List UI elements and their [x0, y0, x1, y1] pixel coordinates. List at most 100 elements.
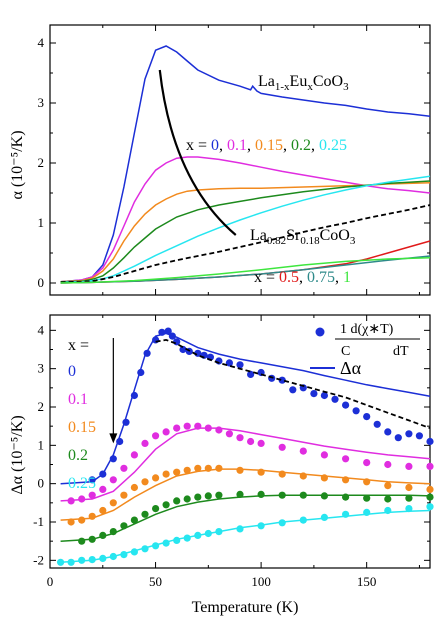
data-point — [342, 476, 350, 484]
data-point — [194, 422, 202, 430]
data-point — [299, 447, 307, 455]
data-point — [225, 430, 233, 438]
data-point — [88, 556, 96, 564]
data-point — [168, 332, 176, 340]
data-point — [320, 492, 328, 500]
data-point — [299, 516, 307, 524]
series-line — [60, 427, 431, 502]
data-point — [384, 482, 392, 490]
data-point — [162, 428, 170, 436]
data-point — [116, 437, 124, 446]
bottom-y-axis-label: Δα (10⁻⁵/K) — [9, 415, 26, 494]
legend-x-value: 0 — [68, 363, 76, 380]
data-point — [384, 428, 392, 436]
y-tick-label: 4 — [38, 35, 45, 50]
data-point — [67, 558, 75, 566]
data-point — [236, 466, 244, 474]
data-point — [109, 552, 117, 561]
top-y-axis-label: α (10⁻⁵/K) — [9, 130, 26, 199]
data-point — [173, 468, 181, 476]
y-tick-label: -2 — [33, 552, 44, 567]
data-point — [247, 437, 255, 446]
data-point — [320, 474, 328, 482]
x-tick-label: 0 — [47, 574, 54, 589]
data-point — [342, 493, 350, 501]
data-point — [130, 548, 138, 556]
data-point — [130, 483, 138, 492]
data-point — [194, 531, 202, 540]
top-lsco-label: La0.82Sr0.18CoO3 — [250, 227, 356, 247]
data-point — [122, 418, 130, 426]
bottom-legend-x: x = 0 0.1 0.15 0.2 0.25 — [68, 337, 96, 492]
data-point — [120, 522, 128, 530]
legend-line-label: Δα — [340, 358, 362, 378]
data-point — [78, 516, 86, 524]
top-formula-label: La1-xEuxCoO3 — [258, 73, 349, 93]
top-series-group — [60, 45, 431, 284]
data-point — [342, 401, 350, 409]
legend-x-value: 0.1 — [68, 391, 88, 408]
series-line — [60, 494, 431, 542]
data-point — [141, 478, 149, 486]
data-point — [130, 391, 138, 400]
top-x-values-lower: x = 0.5, 0.75, 1 — [254, 269, 351, 286]
data-point — [173, 497, 181, 505]
data-point — [320, 391, 328, 400]
data-point — [88, 512, 96, 520]
data-point — [67, 518, 75, 526]
bottom-trend-arrow — [109, 338, 118, 444]
data-point — [183, 422, 191, 430]
data-point — [78, 537, 86, 545]
data-point — [299, 472, 307, 480]
y-tick-label: 1 — [38, 437, 45, 452]
y-tick-label: 0 — [38, 476, 45, 491]
data-point — [384, 460, 392, 469]
legend-x-value: 0.15 — [68, 419, 96, 436]
series-line — [60, 257, 431, 284]
data-point — [152, 432, 160, 440]
bottom-panel: 0 50 100 150 -2 -1 0 1 2 3 4 Δα (10⁻⁵/K) Temperatu… — [9, 314, 434, 616]
data-point — [236, 434, 244, 442]
data-point — [405, 430, 413, 438]
top-axis-ticks: 0 1 2 3 4 — [38, 25, 430, 295]
data-point — [363, 413, 371, 421]
data-point — [278, 491, 286, 499]
data-point — [363, 478, 371, 486]
data-point — [162, 539, 170, 547]
data-point — [225, 359, 233, 367]
data-point — [143, 349, 151, 357]
y-tick-label: 4 — [38, 322, 45, 337]
data-point — [152, 474, 160, 482]
data-point — [320, 513, 328, 522]
legend-x-value: 0.25 — [68, 475, 96, 492]
data-point — [78, 495, 86, 503]
data-point — [215, 464, 223, 472]
data-point — [183, 466, 191, 474]
data-point — [99, 470, 107, 478]
data-point — [99, 506, 107, 515]
data-point — [257, 468, 265, 476]
legend-x-value: 0.2 — [68, 447, 88, 464]
data-point — [342, 455, 350, 463]
data-point — [109, 499, 117, 507]
data-point — [384, 506, 392, 515]
data-point — [152, 542, 160, 550]
data-point — [120, 491, 128, 499]
y-tick-label: 0 — [38, 275, 45, 290]
data-point — [352, 407, 360, 415]
data-point — [99, 485, 107, 493]
data-point — [215, 528, 223, 536]
data-point — [88, 535, 96, 543]
data-point — [67, 497, 75, 505]
series-line — [155, 338, 431, 429]
data-point — [162, 501, 170, 509]
data-point — [363, 508, 371, 516]
data-point — [278, 443, 286, 451]
data-point — [183, 534, 191, 542]
arrow-head — [109, 433, 118, 444]
top-x-values-upper: x = 0, 0.1, 0.15, 0.2, 0.25 — [186, 137, 347, 154]
top-plot-frame — [49, 24, 431, 296]
data-point — [426, 437, 434, 446]
data-point — [130, 451, 138, 459]
